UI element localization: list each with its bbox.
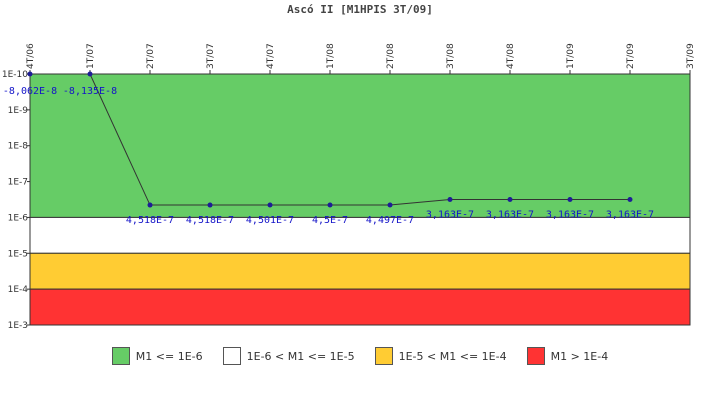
plot-frame xyxy=(29,73,691,326)
y-tick-label-6: 1E-4 xyxy=(8,285,29,295)
data-label-4: 4,501E-7 xyxy=(246,215,294,226)
band-0 xyxy=(29,73,691,218)
legend-item-white: 1E-6 < M1 <= 1E-5 xyxy=(222,347,355,365)
chart-title: Ascó II [M1HPIS 3T/09] xyxy=(287,3,433,16)
legend-label-green: M1 <= 1E-6 xyxy=(135,349,203,363)
data-point-5 xyxy=(327,202,333,208)
data-point-9 xyxy=(567,197,573,203)
x-tick-label-0: 4T/06 xyxy=(26,43,36,69)
y-tick-label-5: 1E-5 xyxy=(8,249,28,259)
x-tick-label-9: 1T/09 xyxy=(566,43,576,69)
y-tick-label-1: 1E-9 xyxy=(8,106,29,116)
data-point-7 xyxy=(447,197,453,203)
x-tick-label-4: 4T/07 xyxy=(266,43,276,69)
data-label-2: 4,518E-7 xyxy=(126,215,174,226)
data-point-10 xyxy=(627,197,633,203)
data-point-3 xyxy=(207,202,213,208)
legend-swatch-green xyxy=(111,347,130,365)
data-label-1: -8,135E-8 xyxy=(63,86,117,97)
legend-swatch-yellow xyxy=(374,347,393,365)
data-label-9: 3,163E-7 xyxy=(546,210,594,221)
legend-swatch-red xyxy=(526,347,545,365)
x-tick-label-6: 2T/08 xyxy=(386,43,396,69)
data-point-8 xyxy=(507,197,513,203)
data-point-1 xyxy=(87,71,93,77)
x-tick-label-8: 4T/08 xyxy=(506,43,516,69)
x-tick-label-10: 2T/09 xyxy=(626,43,636,69)
y-tick-label-3: 1E-7 xyxy=(8,178,28,188)
chart-plot: 1E-10 1E-9 1E-8 1E-7 1E-6 1E-5 1E-4 1E-3 4T/06 1T… xyxy=(2,43,696,331)
x-tick-label-5: 1T/08 xyxy=(326,43,336,69)
data-label-10: 3,163E-7 xyxy=(606,210,654,221)
legend-label-red: M1 > 1E-4 xyxy=(550,349,609,363)
data-label-6: 4,497E-7 xyxy=(366,215,414,226)
data-point-6 xyxy=(387,202,393,208)
y-tick-label-0: 1E-10 xyxy=(2,70,28,80)
data-label-7: 3,163E-7 xyxy=(426,210,474,221)
data-point-0 xyxy=(27,71,33,77)
x-tick-label-1: 1T/07 xyxy=(86,43,96,69)
legend: M1 <= 1E-6 1E-6 < M1 <= 1E-5 1E-5 < M1 <… xyxy=(0,345,720,367)
y-tick-label-4: 1E-6 xyxy=(8,213,29,223)
band-3 xyxy=(29,288,691,326)
x-tick-label-11: 3T/09 xyxy=(686,43,696,69)
legend-label-yellow: 1E-5 < M1 <= 1E-4 xyxy=(398,349,507,363)
data-label-8: 3,163E-7 xyxy=(486,210,534,221)
x-tick-label-2: 2T/07 xyxy=(146,43,156,69)
legend-swatch-white xyxy=(222,347,241,365)
y-tick-label-2: 1E-8 xyxy=(8,142,29,152)
band-2 xyxy=(29,252,691,290)
legend-item-red: M1 > 1E-4 xyxy=(526,347,609,365)
data-label-3: 4,518E-7 xyxy=(186,215,234,226)
x-tick-label-7: 3T/08 xyxy=(446,43,456,69)
data-label-5: 4,5E-7 xyxy=(312,215,348,226)
data-label-0: -8,062E-8 xyxy=(3,86,57,97)
y-tick-label-7: 1E-3 xyxy=(8,321,28,331)
legend-item-green: M1 <= 1E-6 xyxy=(111,347,203,365)
data-point-4 xyxy=(267,202,273,208)
x-tick-label-3: 3T/07 xyxy=(206,43,216,69)
legend-label-white: 1E-6 < M1 <= 1E-5 xyxy=(246,349,355,363)
legend-item-yellow: 1E-5 < M1 <= 1E-4 xyxy=(374,347,507,365)
data-point-2 xyxy=(147,202,153,208)
